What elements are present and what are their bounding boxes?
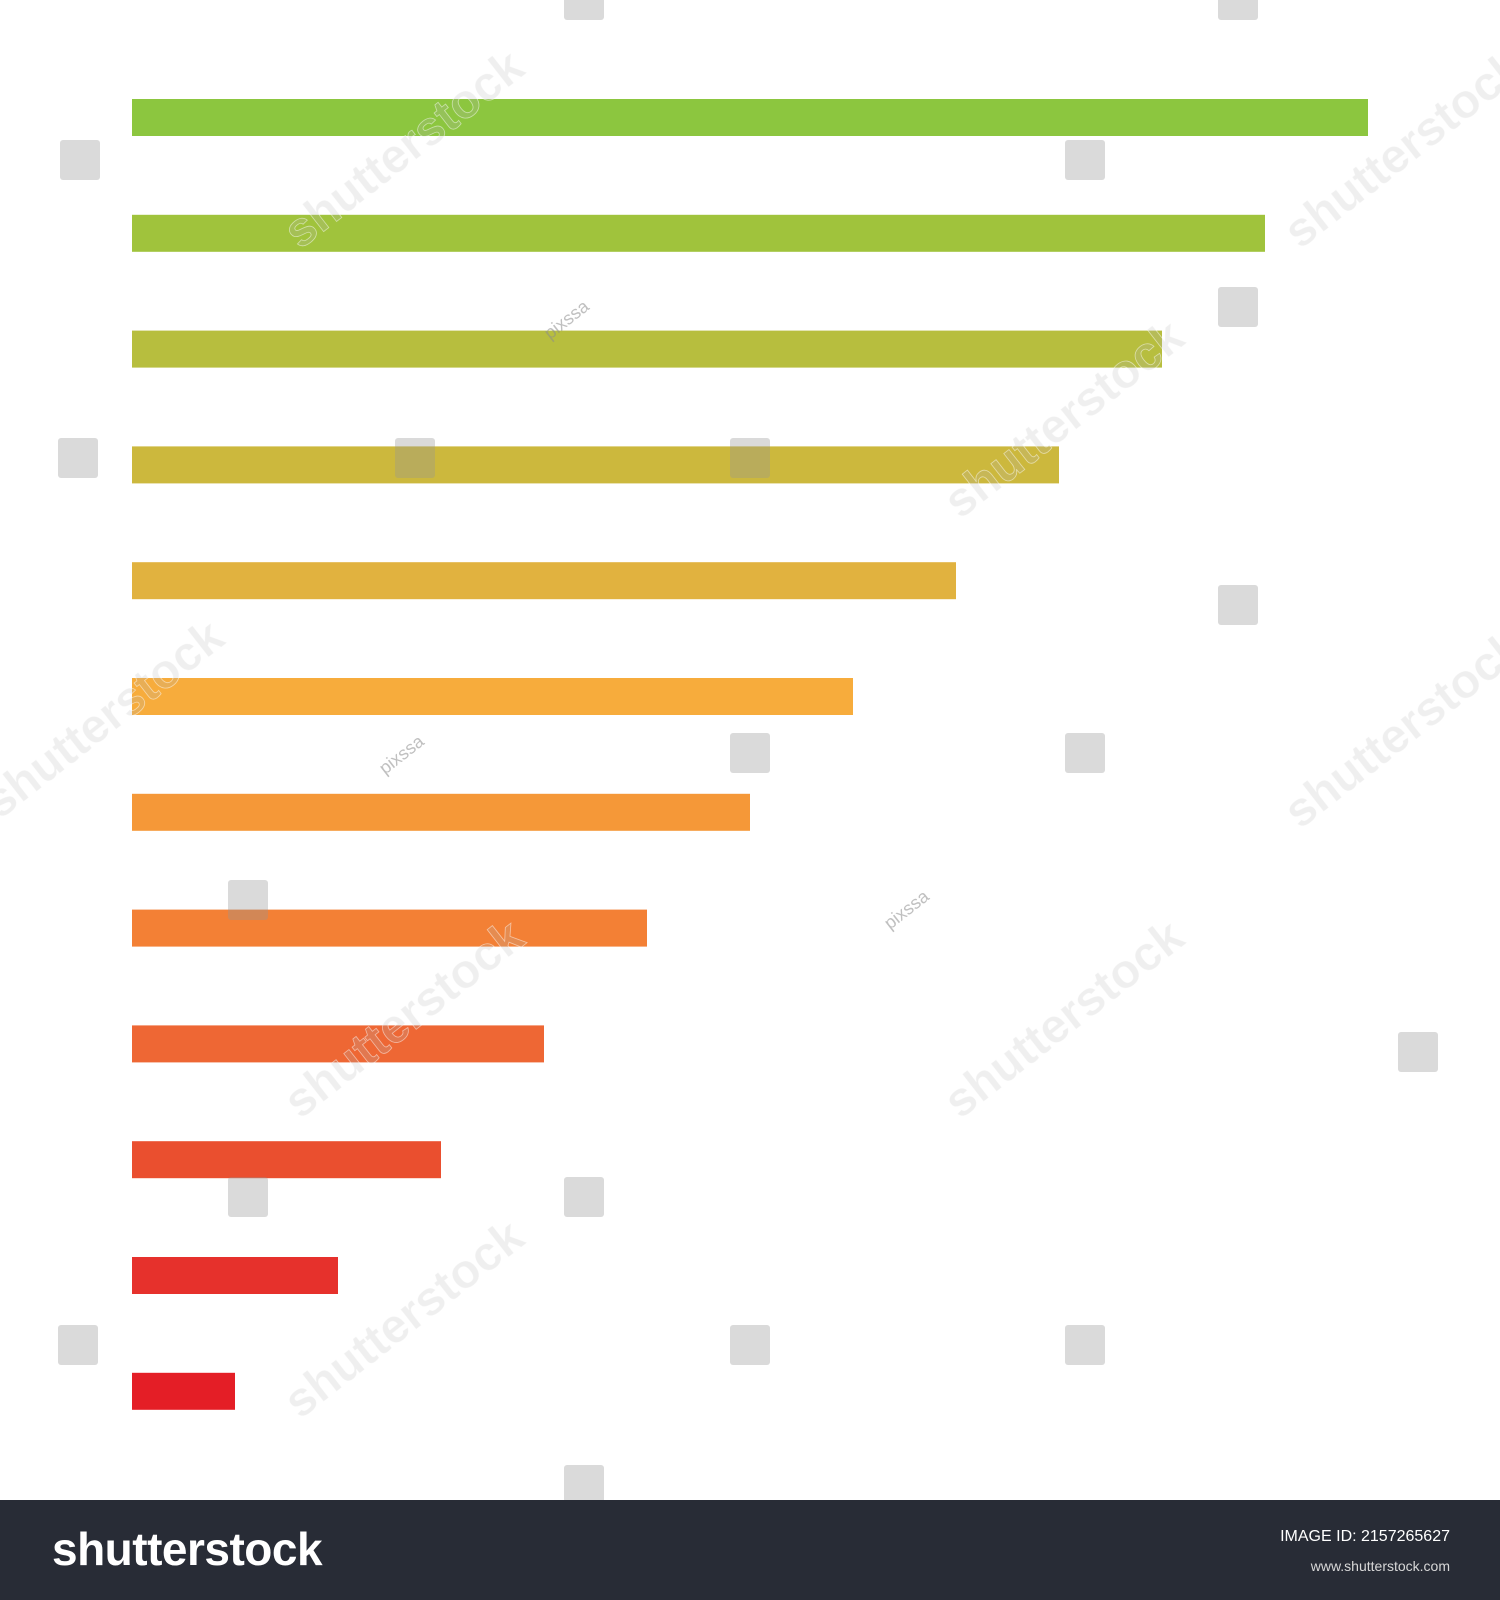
watermark-square-icon (730, 733, 770, 773)
bar-11 (132, 1257, 338, 1294)
contributor-watermark: pixssa (880, 885, 933, 933)
watermark-text: shutterstock (1274, 619, 1500, 838)
watermark-square-icon (228, 880, 268, 920)
contributor-watermark: pixssa (375, 730, 428, 778)
watermark-square-icon (1218, 287, 1258, 327)
bar-6 (132, 678, 853, 715)
watermark-square-icon (228, 1177, 268, 1217)
watermark-square-icon (1218, 585, 1258, 625)
bar-12 (132, 1372, 235, 1410)
bar-2 (132, 214, 1265, 252)
bar-chart: shutterstock shutterstock shutterstock shut… (0, 0, 1500, 1500)
bars-group (132, 99, 1368, 1410)
watermark-square-icon (730, 438, 770, 478)
watermark-square-icon (395, 438, 435, 478)
watermark-square-icon (1065, 733, 1105, 773)
watermark-square-icon (564, 1177, 604, 1217)
watermark-square-icon (60, 140, 100, 180)
bar-5 (132, 562, 956, 600)
watermark-text: shutterstock (274, 1209, 534, 1428)
watermark-square-icon (1398, 1032, 1438, 1072)
bar-10 (132, 1141, 441, 1179)
shutterstock-logo: shutterstock (52, 1523, 323, 1575)
watermark-square-icon (730, 1325, 770, 1365)
watermark-square-icon (1065, 1325, 1105, 1365)
bar-1 (132, 99, 1368, 136)
watermark-square-icon (58, 438, 98, 478)
watermark-text: shutterstock (934, 909, 1194, 1128)
bar-3 (132, 330, 1162, 368)
bar-8 (132, 909, 647, 947)
watermark-text: shutterstock (1274, 39, 1500, 258)
watermark-square-icon (564, 0, 604, 20)
watermark-square-icon (1218, 0, 1258, 20)
bar-4 (132, 446, 1059, 484)
watermark-square-icon (58, 1325, 98, 1365)
site-url: www.shutterstock.com (1310, 1558, 1450, 1574)
watermark-square-icon (564, 1465, 604, 1500)
image-id-label: IMAGE ID: 2157265627 (1280, 1528, 1450, 1545)
bar-7 (132, 793, 750, 831)
footer-bar: shutterstock IMAGE ID: 2157265627 www.sh… (0, 1500, 1500, 1600)
bar-9 (132, 1025, 544, 1063)
watermark-square-icon (1065, 140, 1105, 180)
chart-svg: shutterstock shutterstock shutterstock shut… (0, 0, 1500, 1500)
